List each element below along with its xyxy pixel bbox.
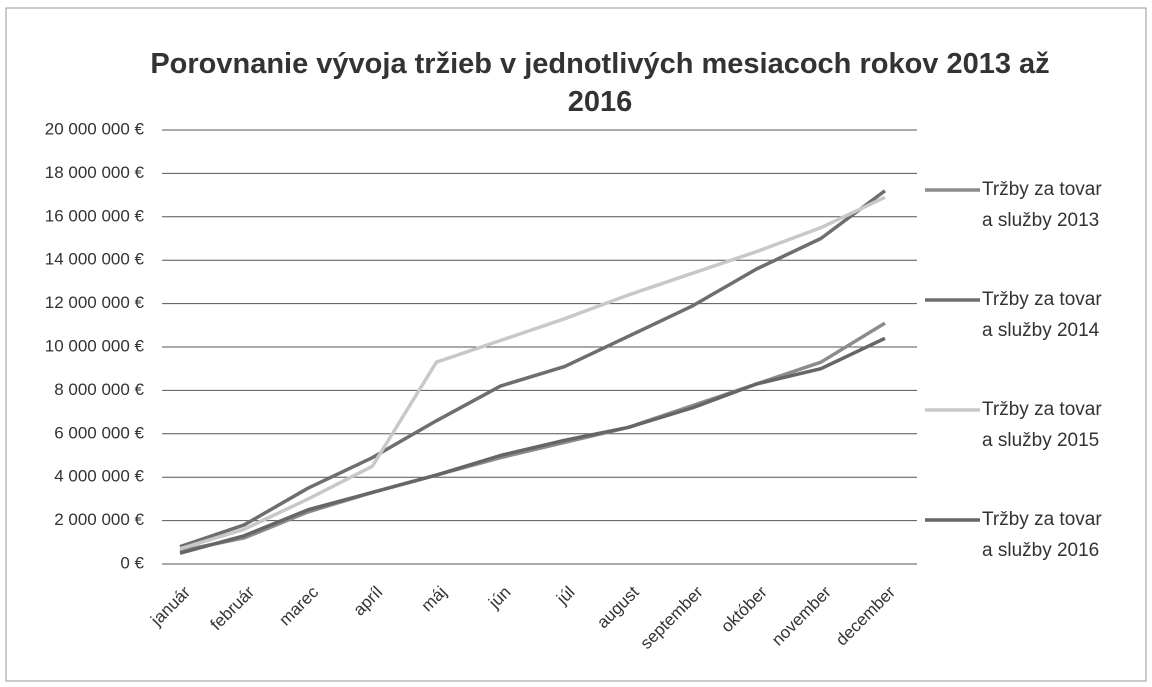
- y-tick-label: 20 000 000 €: [45, 119, 145, 138]
- x-tick-label: máj: [418, 583, 451, 616]
- chart-title: Porovnanie vývoja tržieb v jednotlivých …: [150, 48, 1050, 118]
- series-line: [179, 321, 886, 553]
- x-tick-label: október: [717, 582, 771, 636]
- y-tick-label: 12 000 000 €: [45, 293, 145, 312]
- x-tick-label: júl: [552, 583, 578, 609]
- x-tick-label: december: [832, 582, 899, 649]
- x-tick-label: marec: [275, 582, 322, 629]
- x-tick-label: január: [146, 582, 194, 630]
- series-line: [179, 336, 886, 555]
- y-tick-label: 16 000 000 €: [45, 206, 145, 225]
- y-tick-label: 8 000 000 €: [54, 380, 144, 399]
- legend-label: Tržby za tovar a služby 2014: [982, 289, 1102, 341]
- y-tick-label: 6 000 000 €: [54, 423, 144, 442]
- legend-label: Tržby za tovar a služby 2016: [982, 509, 1102, 561]
- chart-border: [5, 7, 1147, 682]
- y-tick-label: 18 000 000 €: [45, 163, 145, 182]
- series-line: [179, 189, 887, 549]
- x-tick-label: február: [207, 582, 259, 634]
- x-tick-label: november: [768, 582, 835, 649]
- legend-label: Tržby za tovar a služby 2013: [982, 179, 1102, 231]
- x-tick-label: august: [593, 582, 643, 632]
- x-tick-label: jún: [484, 583, 514, 613]
- y-tick-label: 2 000 000 €: [54, 510, 144, 529]
- series-line: [179, 195, 886, 551]
- x-tick-label: apríl: [349, 583, 386, 620]
- y-tick-label: 10 000 000 €: [45, 336, 145, 355]
- x-tick-label: september: [636, 582, 706, 652]
- legend-label: Tržby za tovar a služby 2015: [982, 399, 1102, 451]
- y-tick-label: 14 000 000 €: [45, 250, 145, 269]
- y-tick-label: 0 €: [120, 553, 144, 572]
- y-tick-label: 4 000 000 €: [54, 467, 144, 486]
